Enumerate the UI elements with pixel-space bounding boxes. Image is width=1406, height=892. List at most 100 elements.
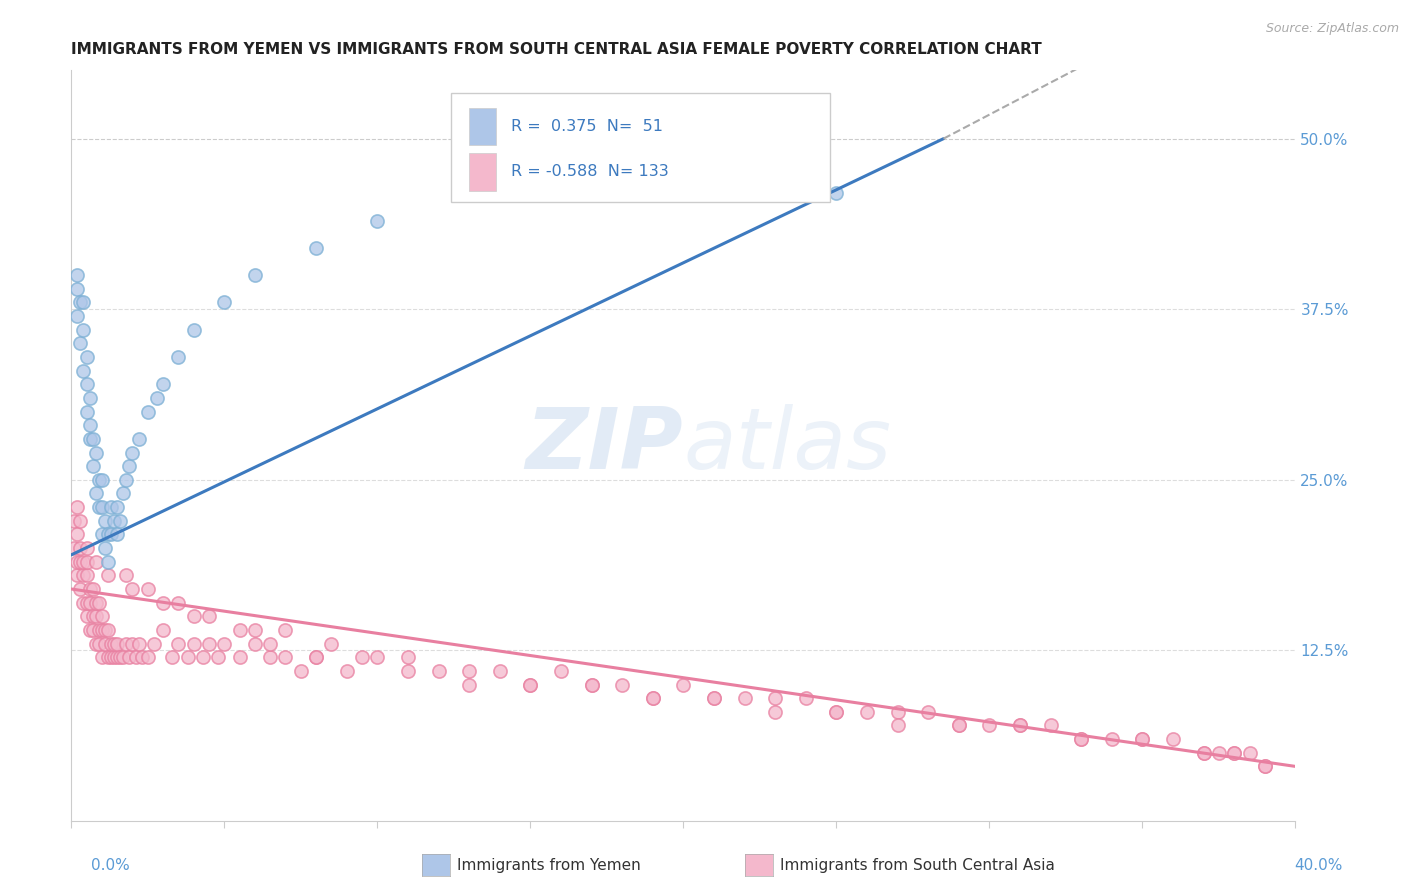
Point <box>825 705 848 719</box>
Point <box>763 691 786 706</box>
Point <box>167 350 190 364</box>
Point <box>84 555 107 569</box>
Point <box>305 650 328 665</box>
Point <box>112 650 135 665</box>
Point <box>207 650 229 665</box>
Point <box>103 637 125 651</box>
Point <box>183 609 205 624</box>
Point <box>305 650 328 665</box>
Point <box>176 650 198 665</box>
Point <box>979 718 1001 732</box>
Point <box>72 596 94 610</box>
Point <box>84 445 107 459</box>
Point <box>1132 732 1154 747</box>
Point <box>581 677 603 691</box>
FancyBboxPatch shape <box>470 108 496 145</box>
Point <box>94 541 117 555</box>
Text: Source: ZipAtlas.com: Source: ZipAtlas.com <box>1265 22 1399 36</box>
Point <box>794 691 817 706</box>
Point <box>84 486 107 500</box>
Point <box>703 691 725 706</box>
Point <box>336 664 359 678</box>
Text: Immigrants from South Central Asia: Immigrants from South Central Asia <box>780 858 1056 872</box>
Point <box>825 186 848 201</box>
Point <box>136 650 159 665</box>
Point <box>105 527 128 541</box>
Point <box>69 541 91 555</box>
Point <box>1223 746 1246 760</box>
Point <box>79 623 101 637</box>
Point <box>72 295 94 310</box>
Point <box>97 555 120 569</box>
Point <box>100 500 122 515</box>
Point <box>243 637 266 651</box>
Point <box>112 486 135 500</box>
Point <box>641 691 664 706</box>
Point <box>72 364 94 378</box>
Point <box>519 186 541 201</box>
Point <box>136 404 159 418</box>
Point <box>97 623 120 637</box>
Point <box>118 459 141 474</box>
Point <box>79 432 101 446</box>
Point <box>305 241 328 255</box>
Point <box>66 500 89 515</box>
Point <box>84 637 107 651</box>
Point <box>66 568 89 582</box>
Point <box>519 677 541 691</box>
Point <box>82 459 104 474</box>
Point <box>105 650 128 665</box>
Point <box>82 623 104 637</box>
Point <box>66 527 89 541</box>
Point <box>1161 732 1184 747</box>
Point <box>1070 732 1092 747</box>
Point <box>66 309 89 323</box>
Point <box>90 650 112 665</box>
Point <box>115 568 138 582</box>
Point <box>763 705 786 719</box>
Point <box>427 664 450 678</box>
Point <box>274 623 297 637</box>
Point <box>1132 732 1154 747</box>
Point <box>76 555 98 569</box>
Point <box>228 623 250 637</box>
Point <box>124 650 146 665</box>
Text: R = -0.588  N= 133: R = -0.588 N= 133 <box>510 164 668 179</box>
Point <box>82 582 104 596</box>
Point <box>162 650 184 665</box>
Point <box>458 677 481 691</box>
Point <box>366 650 388 665</box>
Point <box>76 596 98 610</box>
Point <box>90 623 112 637</box>
Point <box>90 500 112 515</box>
Point <box>108 514 131 528</box>
Point <box>76 568 98 582</box>
Point <box>1008 718 1031 732</box>
Point <box>886 718 908 732</box>
Point <box>350 650 373 665</box>
Point <box>183 637 205 651</box>
Point <box>84 596 107 610</box>
Point <box>87 500 110 515</box>
Point <box>69 514 91 528</box>
Point <box>198 637 221 651</box>
Point <box>84 609 107 624</box>
Text: 0.0%: 0.0% <box>91 858 131 872</box>
Point <box>72 555 94 569</box>
Point <box>259 650 281 665</box>
Text: atlas: atlas <box>683 404 891 487</box>
Point <box>87 623 110 637</box>
Point <box>72 323 94 337</box>
Point <box>121 582 143 596</box>
Point <box>886 705 908 719</box>
Point <box>100 650 122 665</box>
Point <box>191 650 214 665</box>
Point <box>103 650 125 665</box>
Point <box>136 582 159 596</box>
Point <box>1208 746 1230 760</box>
Point <box>128 432 150 446</box>
Point <box>121 637 143 651</box>
Text: ZIP: ZIP <box>526 404 683 487</box>
Point <box>581 677 603 691</box>
Point <box>118 650 141 665</box>
